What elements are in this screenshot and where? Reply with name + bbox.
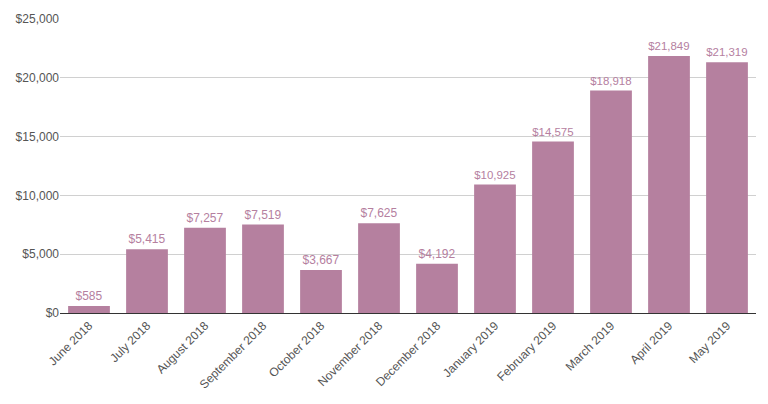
svg-text:$10,000: $10,000 (16, 189, 60, 203)
svg-text:January 2019: January 2019 (440, 319, 502, 381)
svg-text:$21,849: $21,849 (648, 40, 689, 52)
svg-text:$7,519: $7,519 (244, 208, 281, 222)
svg-text:$10,925: $10,925 (474, 169, 515, 181)
svg-text:$5,000: $5,000 (22, 247, 59, 261)
svg-text:$3,667: $3,667 (302, 253, 339, 267)
svg-text:October 2018: October 2018 (266, 319, 328, 381)
svg-text:$4,192: $4,192 (418, 247, 455, 261)
svg-text:February 2019: February 2019 (494, 319, 559, 384)
svg-text:August 2018: August 2018 (154, 319, 212, 377)
svg-text:May 2019: May 2019 (686, 319, 733, 366)
svg-text:$0: $0 (46, 306, 60, 320)
svg-text:April 2019: April 2019 (627, 319, 675, 367)
svg-text:$7,257: $7,257 (186, 211, 223, 225)
svg-text:March 2019: March 2019 (563, 319, 618, 374)
svg-text:$21,319: $21,319 (706, 46, 747, 58)
svg-text:$18,918: $18,918 (590, 75, 631, 87)
svg-text:$7,625: $7,625 (360, 206, 397, 220)
svg-text:$15,000: $15,000 (16, 130, 60, 144)
svg-text:$14,575: $14,575 (532, 126, 573, 138)
svg-text:$20,000: $20,000 (16, 71, 60, 85)
svg-text:$585: $585 (75, 289, 102, 303)
svg-text:December 2018: December 2018 (373, 319, 444, 390)
svg-text:$25,000: $25,000 (16, 12, 60, 26)
svg-text:July 2018: July 2018 (107, 319, 153, 365)
svg-text:June 2018: June 2018 (46, 319, 96, 369)
svg-text:September 2018: September 2018 (197, 319, 270, 392)
svg-text:November 2018: November 2018 (315, 319, 386, 390)
svg-text:$5,415: $5,415 (128, 232, 165, 246)
